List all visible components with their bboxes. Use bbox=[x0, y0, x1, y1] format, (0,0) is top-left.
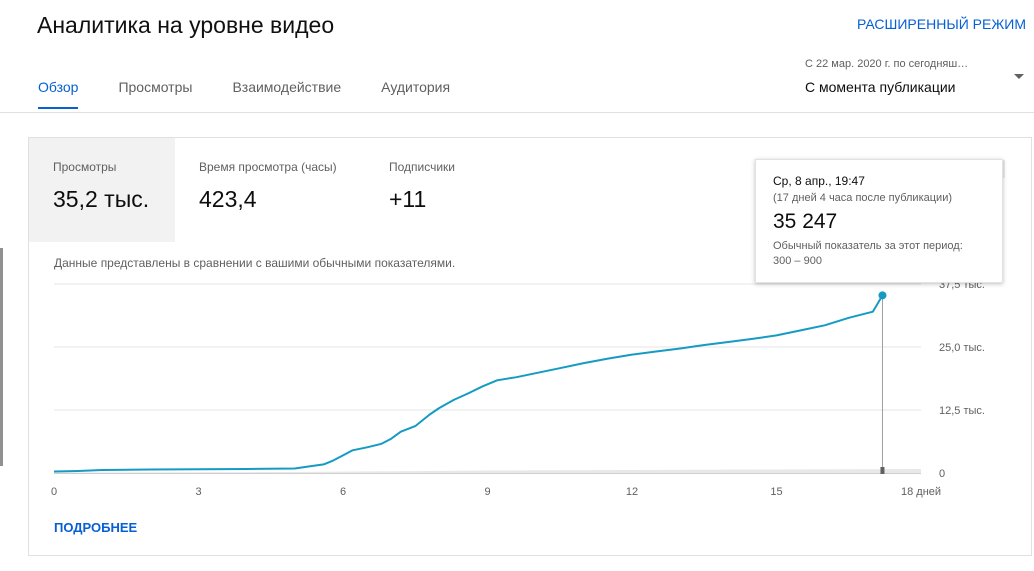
metric-label: Подписчики bbox=[389, 160, 456, 174]
page-title: Аналитика на уровне видео bbox=[37, 12, 335, 38]
x-tick-label: 9 bbox=[484, 486, 490, 498]
x-tick-label: 18 дней bbox=[901, 486, 941, 498]
metric-value: +11 bbox=[389, 186, 427, 212]
x-tick-label: 6 bbox=[340, 486, 346, 498]
x-tick-label: 15 bbox=[770, 486, 782, 498]
period-hint: С 22 мар. 2020 г. по сегодняш… bbox=[805, 58, 969, 70]
highlight-point bbox=[878, 291, 887, 300]
dropdown-arrow-icon bbox=[1014, 74, 1024, 79]
y-tick-label: 0 bbox=[939, 468, 945, 480]
sidebar-edge bbox=[0, 248, 3, 466]
more-details-link[interactable]: ПОДРОБНЕЕ bbox=[54, 520, 138, 535]
header-divider bbox=[0, 112, 1034, 113]
advanced-mode-link[interactable]: РАСШИРЕННЫЙ РЕЖИМ bbox=[856, 16, 1026, 32]
views-chart[interactable]: 012,5 тыс.25,0 тыс.37,5 тыс.0 3 6 9 12 15 18 д… bbox=[29, 138, 1031, 555]
metric-value: 35,2 тыс. bbox=[53, 186, 150, 212]
metric-watch-time[interactable]: Время просмотра (часы) 423,4 bbox=[175, 138, 365, 242]
tab-bar: Обзор Просмотры Взаимодействие Аудитория bbox=[38, 79, 490, 109]
metric-label: Время просмотра (часы) bbox=[199, 160, 337, 174]
metric-value: 423,4 bbox=[199, 186, 257, 212]
x-tick-label: 0 bbox=[51, 486, 57, 498]
tooltip-value: 35 247 bbox=[773, 210, 838, 233]
tab-audience[interactable]: Аудитория bbox=[381, 79, 451, 95]
metric-subscribers[interactable]: Подписчики +11 bbox=[365, 138, 555, 242]
tab-overview[interactable]: Обзор bbox=[38, 79, 79, 109]
hover-marker bbox=[880, 467, 885, 474]
metric-views[interactable]: Просмотры 35,2 тыс. bbox=[29, 138, 175, 242]
tooltip-date: Ср, 8 апр., 19:47 bbox=[773, 174, 865, 188]
y-tick-label: 25,0 тыс. bbox=[939, 342, 985, 354]
comparison-note: Данные представлены в сравнении с вашими… bbox=[54, 256, 456, 270]
x-tick-label: 3 bbox=[195, 486, 201, 498]
metric-label: Просмотры bbox=[53, 160, 117, 174]
tab-views[interactable]: Просмотры bbox=[118, 79, 193, 95]
x-tick-label: 12 bbox=[626, 486, 638, 498]
tooltip-range: 300 – 900 bbox=[773, 255, 822, 267]
tooltip-note: (17 дней 4 часа после публикации) bbox=[773, 192, 953, 204]
typical-range-band bbox=[54, 468, 921, 473]
y-tick-label: 12,5 тыс. bbox=[939, 405, 985, 417]
period-selector[interactable]: С 22 мар. 2020 г. по сегодняш… С момента… bbox=[805, 58, 1030, 95]
period-value: С момента публикации bbox=[805, 79, 956, 95]
tooltip-range-label: Обычный показатель за этот период: bbox=[773, 240, 963, 252]
views-series-line bbox=[53, 294, 884, 473]
tab-engagement[interactable]: Взаимодействие bbox=[232, 79, 342, 95]
chart-tooltip: Ср, 8 апр., 19:47 (17 дней 4 часа после … bbox=[755, 159, 1003, 283]
